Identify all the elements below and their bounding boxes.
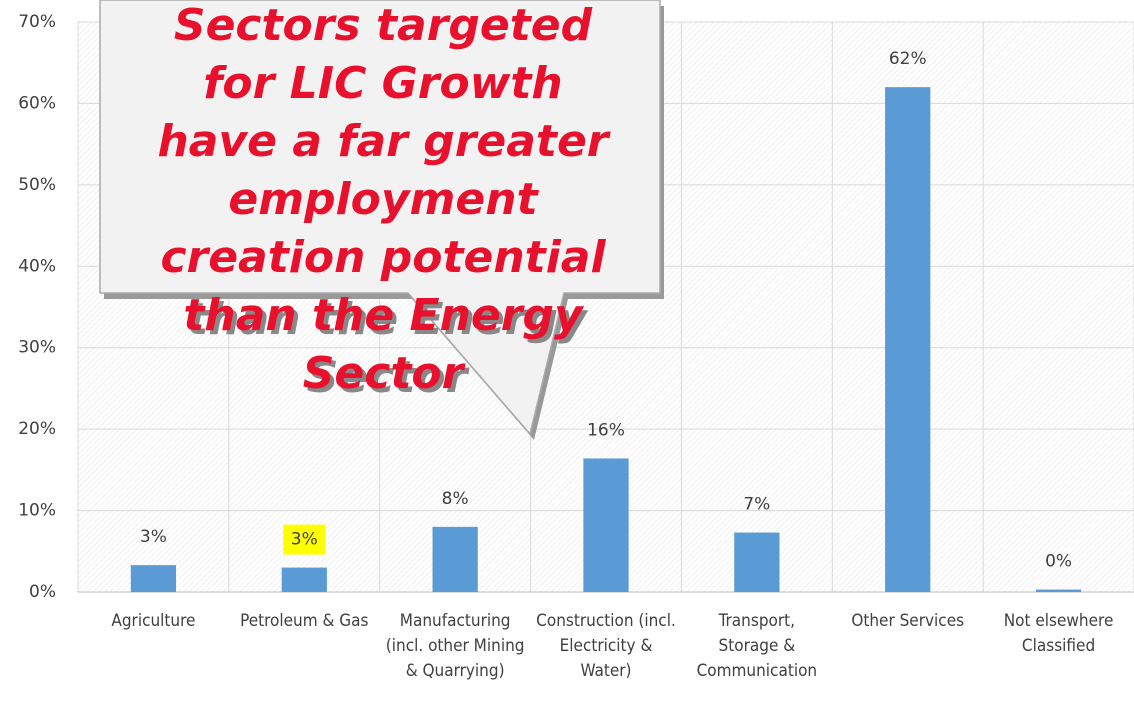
annotation-line: Sectors targeted [174, 0, 593, 51]
x-tick-label: Construction (incl. Electricity & Water) [536, 611, 676, 681]
y-tick-label: 50% [18, 175, 56, 195]
x-tick-label: Transport, Storage & Communication [696, 611, 818, 681]
y-tick-label: 40% [18, 256, 56, 276]
label-highlight [283, 524, 326, 555]
value-label: 16% [587, 420, 625, 440]
value-label: 3% [291, 530, 318, 550]
value-label: 0% [1045, 552, 1072, 572]
y-tick-label: 20% [18, 419, 56, 439]
annotation-line: than the Energy [183, 290, 585, 341]
bar [885, 87, 931, 593]
x-tick-label: Not elsewhere Classified [1003, 611, 1114, 656]
annotation-line: Sector [303, 348, 466, 399]
value-label: 7% [743, 495, 770, 515]
annotation-line: employment [228, 174, 539, 225]
bar [130, 565, 177, 592]
annotation: Sectors targeted for LIC Growth have a far… [157, 0, 610, 403]
bar [1035, 589, 1082, 592]
value-label: 3% [140, 527, 167, 547]
annotation-line: have a far greater [157, 116, 610, 167]
y-tick-label: 10% [18, 501, 56, 521]
y-tick-label: 70% [18, 12, 56, 32]
x-tick-label: Other Services [851, 611, 965, 631]
annotation-line: creation potential [160, 232, 606, 283]
value-label: 8% [442, 489, 469, 509]
bar [583, 458, 629, 592]
marks: 3% 3% 8% 16% 7% 62% 0% [130, 49, 1082, 593]
bar [432, 526, 478, 592]
callout-box [99, 0, 661, 436]
annotation-shadow: than the Energy [187, 294, 589, 345]
annotation-shadow: Sector [307, 352, 470, 403]
annotation-line: for LIC Growth [203, 58, 562, 109]
callout [99, 0, 664, 440]
bar [734, 532, 780, 592]
bar [281, 567, 327, 592]
x-tick-label: Petroleum & Gas [240, 611, 369, 631]
x-tick-label: Agriculture [111, 611, 196, 631]
y-tick-label: 60% [18, 93, 56, 113]
y-tick-label: 0% [29, 582, 56, 602]
x-tick-label: Manufacturing (incl. other Mining & Quar… [385, 611, 525, 681]
value-label: 62% [889, 49, 927, 69]
y-tick-label: 30% [18, 338, 56, 358]
